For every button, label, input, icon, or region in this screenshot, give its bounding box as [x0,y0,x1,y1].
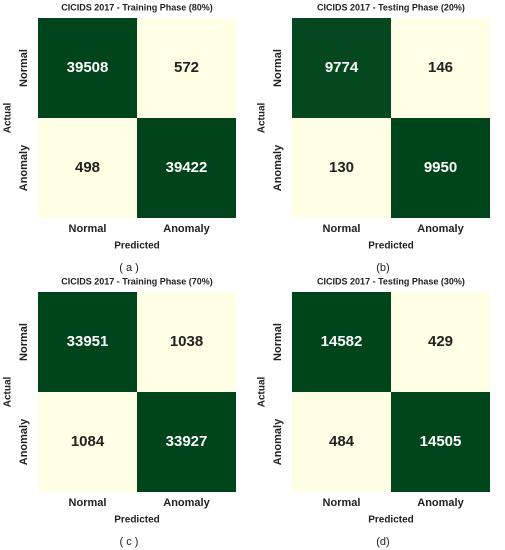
y-tick-label: Anomaly [18,418,30,465]
heatmap-cell [137,392,236,492]
heatmap-cell [292,392,391,492]
heatmap-cell [38,118,137,218]
cell-value: 9774 [325,59,359,76]
cell-value: 33927 [166,433,208,450]
heatmap-cell [137,292,236,392]
heatmap-cell [38,18,137,118]
x-tick-label: Anomaly [163,497,210,509]
heatmap-cell [292,18,391,118]
heatmap-cell [38,292,137,392]
x-tick-label: Anomaly [163,223,210,235]
y-axis-label: Actual [257,376,268,407]
cell-value: 1038 [170,333,203,350]
x-axis-label: Predicted [114,515,160,526]
x-tick-label: Normal [323,497,361,509]
cell-value: 14505 [420,433,462,450]
y-tick-label: Anomaly [272,144,284,191]
cell-value: 39422 [166,159,208,176]
x-axis-label: Predicted [114,241,160,252]
caption: (d) [376,536,389,548]
cell-value: 429 [428,333,453,350]
y-tick-label: Anomaly [18,144,30,191]
x-tick-label: Normal [69,497,107,509]
chart-title: CICIDS 2017 - Training Phase (80%) [61,2,213,12]
chart-title: CICIDS 2017 - Testing Phase (30%) [317,276,465,286]
cell-value: 484 [329,433,355,450]
cell-value: 130 [329,159,354,176]
cell-value: 498 [75,159,100,176]
heatmap-cell [292,292,391,392]
y-tick-label: Normal [18,49,30,87]
heatmap-cell [292,118,391,218]
cell-value: 14582 [321,333,363,350]
chart-title: CICIDS 2017 - Testing Phase (20%) [317,2,465,12]
y-tick-label: Normal [272,323,284,361]
heatmap-cell [38,392,137,492]
x-tick-label: Anomaly [417,497,464,509]
y-tick-label: Normal [272,49,284,87]
chart-title: CICIDS 2017 - Training Phase (70%) [61,276,213,286]
y-axis-label: Actual [3,376,14,407]
y-tick-label: Normal [18,323,30,361]
x-tick-label: Normal [69,223,107,235]
heatmap-cell [391,292,490,392]
cell-value: 33951 [67,333,109,350]
y-tick-label: Anomaly [272,418,284,465]
x-axis-label: Predicted [368,515,414,526]
y-axis-label: Actual [257,102,268,133]
cell-value: 9950 [424,159,457,176]
caption: ( a ) [119,262,139,274]
x-axis-label: Predicted [368,241,414,252]
heatmap-cell [391,392,490,492]
x-tick-label: Anomaly [417,223,464,235]
heatmap-cell [391,18,490,118]
y-axis-label: Actual [3,102,14,133]
heatmap-cell [137,18,236,118]
cell-value: 1084 [71,433,105,450]
x-tick-label: Normal [323,223,361,235]
cell-value: 39508 [67,59,109,76]
heatmap-cell [391,118,490,218]
cell-value: 146 [428,59,453,76]
caption: (b) [376,262,389,274]
heatmap-cell [137,118,236,218]
caption: ( c ) [120,536,139,548]
cell-value: 572 [174,59,199,76]
